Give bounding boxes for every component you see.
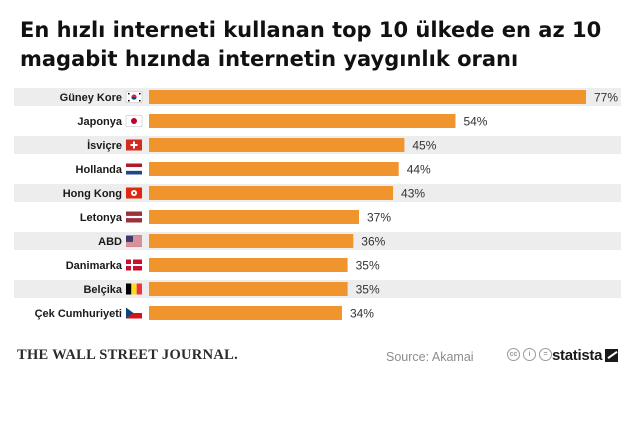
statista-logo: statista [552,347,619,364]
cc-icon: cc [507,348,520,361]
value-label: 45% [412,139,436,153]
latvia-flag-icon [126,211,142,223]
license-icons: cc i = [507,348,552,361]
publisher-logo: THE WALL STREET JOURNAL. [17,347,239,363]
bar [149,258,348,272]
czech-flag-icon [126,307,142,319]
source-text: Source: Akamai [386,350,474,364]
bar [149,162,399,176]
value-label: 44% [407,163,431,177]
bar [149,282,348,296]
cc-nd-icon: = [539,348,552,361]
category-label: ABD [98,236,122,248]
statista-mark-icon [605,349,619,362]
category-label: Danimarka [66,260,123,272]
japan-flag-icon [125,115,143,127]
value-label: 35% [356,283,380,297]
bar [149,138,405,152]
hong-kong-flag-icon [126,187,142,199]
denmark-flag-icon [126,259,142,271]
value-label: 37% [367,211,391,225]
value-label: 35% [356,259,380,273]
bar [149,210,359,224]
category-label: Çek Cumhuriyeti [35,308,122,320]
value-label: 36% [361,235,385,249]
category-label: Hong Kong [63,188,122,200]
bar [149,234,354,248]
value-label: 43% [401,187,425,201]
category-label: Güney Kore [60,92,122,104]
value-label: 77% [594,91,618,105]
bar [149,306,342,320]
category-label: İsviçre [87,139,122,152]
bar [149,90,586,104]
netherlands-flag-icon [126,163,142,175]
bar [149,114,456,128]
category-label: Letonya [80,212,123,224]
brand-name: statista [552,347,603,364]
usa-flag-icon [126,235,142,247]
cc-by-icon: i [523,348,536,361]
value-label: 34% [350,307,374,321]
chart-title: En hızlı interneti kullanan top 10 ülked… [20,18,602,71]
category-label: Hollanda [76,164,123,176]
switzerland-flag-icon [126,139,142,151]
category-label: Belçika [83,284,122,296]
value-label: 54% [463,115,487,129]
bar [149,186,394,200]
category-label: Japonya [77,116,123,128]
belgium-flag-icon [126,283,142,295]
south-korea-flag-icon [125,91,143,103]
